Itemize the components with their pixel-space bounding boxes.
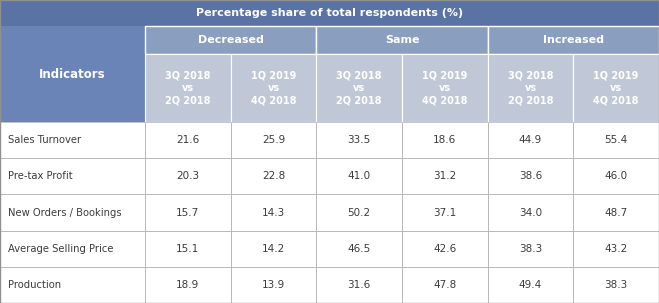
Text: 48.7: 48.7 — [604, 208, 628, 218]
Bar — [402, 195, 488, 231]
Bar — [316, 195, 402, 231]
Bar — [573, 231, 659, 267]
Bar — [402, 54, 488, 122]
Text: 1Q 2019
vs
4Q 2018: 1Q 2019 vs 4Q 2018 — [422, 70, 468, 106]
Bar — [0, 26, 145, 122]
Text: Decreased: Decreased — [198, 35, 264, 45]
Bar — [488, 122, 573, 158]
Text: Percentage share of total respondents (%): Percentage share of total respondents (%… — [196, 8, 463, 18]
Bar — [488, 267, 573, 303]
Bar — [231, 122, 316, 158]
Bar — [402, 231, 488, 267]
Text: 25.9: 25.9 — [262, 135, 285, 145]
Text: 33.5: 33.5 — [347, 135, 371, 145]
Text: 3Q 2018
vs
2Q 2018: 3Q 2018 vs 2Q 2018 — [507, 70, 554, 106]
Text: 49.4: 49.4 — [519, 280, 542, 290]
Bar — [145, 54, 231, 122]
Bar — [231, 158, 316, 195]
Bar — [0, 231, 145, 267]
Bar — [145, 122, 231, 158]
Bar — [316, 158, 402, 195]
Bar — [0, 0, 659, 26]
Text: 38.3: 38.3 — [604, 280, 628, 290]
Text: 43.2: 43.2 — [604, 244, 628, 254]
Text: 38.6: 38.6 — [519, 171, 542, 181]
Bar — [488, 26, 659, 54]
Bar — [488, 195, 573, 231]
Text: Indicators: Indicators — [39, 68, 106, 81]
Bar — [573, 195, 659, 231]
Text: 37.1: 37.1 — [433, 208, 457, 218]
Bar — [316, 26, 488, 54]
Text: 22.8: 22.8 — [262, 171, 285, 181]
Text: 47.8: 47.8 — [433, 280, 457, 290]
Bar — [488, 158, 573, 195]
Bar — [316, 122, 402, 158]
Text: 46.0: 46.0 — [604, 171, 628, 181]
Text: 3Q 2018
vs
2Q 2018: 3Q 2018 vs 2Q 2018 — [165, 70, 211, 106]
Text: 1Q 2019
vs
4Q 2018: 1Q 2019 vs 4Q 2018 — [251, 70, 297, 106]
Text: 46.5: 46.5 — [347, 244, 371, 254]
Text: 14.3: 14.3 — [262, 208, 285, 218]
Text: Same: Same — [385, 35, 419, 45]
Text: 20.3: 20.3 — [176, 171, 200, 181]
Bar — [145, 26, 316, 54]
Text: 3Q 2018
vs
2Q 2018: 3Q 2018 vs 2Q 2018 — [336, 70, 382, 106]
Bar — [0, 195, 145, 231]
Text: Production: Production — [8, 280, 61, 290]
Text: 34.0: 34.0 — [519, 208, 542, 218]
Text: 44.9: 44.9 — [519, 135, 542, 145]
Text: Increased: Increased — [543, 35, 604, 45]
Bar — [316, 54, 402, 122]
Text: 13.9: 13.9 — [262, 280, 285, 290]
Text: 21.6: 21.6 — [176, 135, 200, 145]
Bar — [0, 122, 145, 158]
Text: 1Q 2019
vs
4Q 2018: 1Q 2019 vs 4Q 2018 — [593, 70, 639, 106]
Text: New Orders / Bookings: New Orders / Bookings — [8, 208, 122, 218]
Bar — [488, 54, 573, 122]
Text: Sales Turnover: Sales Turnover — [8, 135, 81, 145]
Bar — [145, 267, 231, 303]
Text: Pre-tax Profit: Pre-tax Profit — [8, 171, 72, 181]
Bar — [488, 231, 573, 267]
Text: 18.9: 18.9 — [176, 280, 200, 290]
Bar — [316, 267, 402, 303]
Text: Average Selling Price: Average Selling Price — [8, 244, 113, 254]
Text: 50.2: 50.2 — [347, 208, 371, 218]
Bar — [231, 54, 316, 122]
Text: 18.6: 18.6 — [433, 135, 457, 145]
Bar — [231, 231, 316, 267]
Bar — [316, 231, 402, 267]
Bar — [402, 158, 488, 195]
Bar — [402, 122, 488, 158]
Text: 41.0: 41.0 — [347, 171, 371, 181]
Bar — [0, 158, 145, 195]
Text: 14.2: 14.2 — [262, 244, 285, 254]
Bar — [231, 195, 316, 231]
Bar — [573, 158, 659, 195]
Bar — [145, 195, 231, 231]
Text: 55.4: 55.4 — [604, 135, 628, 145]
Text: 15.7: 15.7 — [176, 208, 200, 218]
Bar — [145, 158, 231, 195]
Text: 31.6: 31.6 — [347, 280, 371, 290]
Bar — [402, 267, 488, 303]
Text: 31.2: 31.2 — [433, 171, 457, 181]
Bar — [0, 267, 145, 303]
Bar — [231, 267, 316, 303]
Bar — [145, 231, 231, 267]
Bar — [573, 54, 659, 122]
Bar — [573, 122, 659, 158]
Bar — [573, 267, 659, 303]
Text: 38.3: 38.3 — [519, 244, 542, 254]
Text: 15.1: 15.1 — [176, 244, 200, 254]
Text: 42.6: 42.6 — [433, 244, 457, 254]
